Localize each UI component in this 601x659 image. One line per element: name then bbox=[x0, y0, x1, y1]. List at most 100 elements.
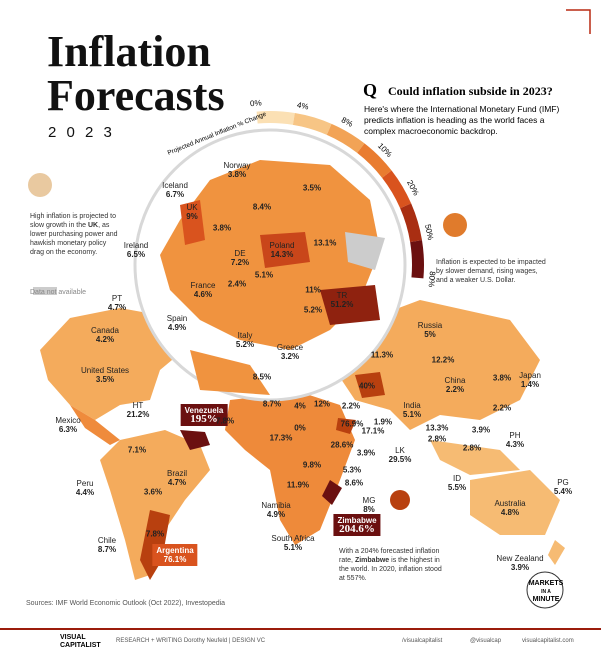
country-name: DE bbox=[234, 249, 246, 258]
country-label: India 5.1% bbox=[403, 401, 421, 419]
country-label: 2.2% bbox=[493, 404, 511, 413]
country-value: 5.5% bbox=[447, 483, 467, 492]
country-label: Iceland 6.7% bbox=[162, 181, 188, 199]
country-label: LK 29.5% bbox=[389, 446, 412, 464]
country-name: Italy bbox=[237, 331, 253, 340]
country-label: PT 4.7% bbox=[108, 294, 126, 312]
country-label: 17.3% bbox=[270, 434, 293, 443]
country-value: 4.8% bbox=[500, 508, 520, 517]
twitter: @visualcap bbox=[470, 638, 502, 644]
country-value: 11% bbox=[305, 285, 321, 295]
country-label: MG 8% bbox=[363, 496, 376, 514]
country-label: 5.3% bbox=[343, 466, 361, 475]
pin-icon bbox=[390, 490, 410, 510]
series-badge: MARKETS IN A MINUTE bbox=[528, 580, 564, 604]
country-name: PT bbox=[111, 294, 123, 303]
country-value: 0% bbox=[294, 423, 306, 433]
country-name: Peru bbox=[76, 479, 94, 488]
country-name: ID bbox=[452, 474, 461, 483]
country-name: Mexico bbox=[55, 416, 81, 425]
legend-stop: 4% bbox=[296, 100, 309, 111]
country-label: Australia 4.8% bbox=[494, 499, 525, 517]
country-value: 4.7% bbox=[107, 303, 127, 312]
country-label: Poland 14.3% bbox=[270, 241, 295, 259]
country-value: 3.9% bbox=[510, 563, 530, 572]
country-label: Namibia 4.9% bbox=[261, 501, 290, 519]
credits: RESEARCH + WRITING Dorothy Neufeld | DES… bbox=[116, 638, 266, 644]
country-value: 5.2% bbox=[303, 305, 323, 315]
q-mark: Q bbox=[363, 80, 378, 100]
country-name: Russia bbox=[417, 321, 443, 330]
country-label: DE 7.2% bbox=[231, 249, 249, 267]
turkey bbox=[320, 285, 380, 325]
country-name: UK bbox=[186, 203, 198, 212]
country-value: 3.8% bbox=[212, 223, 232, 233]
country-value: 5.2% bbox=[235, 340, 255, 349]
country-value: 2.2% bbox=[492, 403, 512, 413]
country-name: Japan bbox=[519, 371, 541, 380]
country-label: 3.8% bbox=[213, 224, 231, 233]
country-name: Iceland bbox=[162, 181, 188, 190]
country-value: 7.8% bbox=[145, 529, 165, 539]
facebook: /visualcapitalist bbox=[402, 638, 443, 644]
not-available-swatch bbox=[33, 287, 57, 295]
title-line: Inflation bbox=[47, 27, 211, 76]
country-name: Argentina bbox=[156, 546, 194, 555]
country-label: 40% bbox=[359, 382, 375, 391]
south-america bbox=[100, 430, 210, 580]
country-value: 11.9% bbox=[286, 480, 310, 490]
australia bbox=[470, 470, 560, 535]
sudan bbox=[336, 418, 356, 434]
country-label: Russia 5% bbox=[418, 321, 442, 339]
legend-segment bbox=[382, 170, 412, 209]
question: Could inflation subside in 2023? bbox=[388, 84, 553, 98]
country-label: Brazil 4.7% bbox=[167, 469, 187, 487]
country-label: 13.1% bbox=[314, 239, 337, 248]
title: Inflation Forecasts bbox=[47, 30, 225, 118]
text: CAPITALIST bbox=[60, 642, 101, 649]
country-label: 8.6% bbox=[345, 479, 363, 488]
country-value: 8.6% bbox=[344, 478, 364, 488]
country-value: 4.9% bbox=[167, 323, 187, 332]
question-body: Here's where the International Monetary … bbox=[364, 104, 560, 136]
country-value: 4.7% bbox=[167, 478, 187, 487]
country-label: Italy 5.2% bbox=[236, 331, 254, 349]
country-value: 5.1% bbox=[402, 410, 422, 419]
legend-stop: 80% bbox=[427, 271, 437, 288]
country-value: 12% bbox=[313, 399, 331, 409]
country-value: 76.9% bbox=[340, 419, 364, 429]
iran bbox=[355, 372, 385, 398]
uk bbox=[180, 200, 205, 245]
country-label: PH 4.3% bbox=[506, 431, 524, 449]
country-value: 4.6% bbox=[193, 290, 213, 299]
country-label: Norway 3.8% bbox=[223, 161, 250, 179]
country-name: Brazil bbox=[166, 469, 188, 478]
country-name: Poland bbox=[269, 241, 295, 250]
poland bbox=[260, 232, 310, 268]
country-name: Chile bbox=[97, 536, 117, 545]
country-label: 5.2% bbox=[304, 306, 322, 315]
country-label: 13.3% bbox=[426, 424, 449, 433]
country-value: 29.5% bbox=[388, 455, 412, 464]
country-name: Venezuela bbox=[184, 406, 224, 415]
country-value: 9% bbox=[186, 212, 198, 221]
zimbabwe bbox=[322, 480, 342, 505]
country-label: South Africa 5.1% bbox=[271, 534, 314, 552]
country-value: 11.3% bbox=[370, 350, 394, 360]
country-label: 11% bbox=[305, 286, 321, 295]
country-value: 1.9% bbox=[373, 417, 393, 427]
text: , as lower purchasing power and hawkish … bbox=[30, 222, 118, 256]
country-value: 17.3% bbox=[269, 433, 293, 443]
country-value: 6.7% bbox=[165, 190, 185, 199]
country-value: 1.4% bbox=[520, 380, 540, 389]
country-value: 3.6% bbox=[143, 487, 163, 497]
text: MARKETS bbox=[528, 580, 564, 587]
country-value: 3.9% bbox=[471, 425, 491, 435]
country-name: Namibia bbox=[261, 501, 291, 510]
country-name: PG bbox=[557, 478, 569, 487]
country-name: PH bbox=[509, 431, 521, 440]
legend-segment bbox=[357, 143, 392, 178]
country-label: Chile 8.7% bbox=[98, 536, 116, 554]
corner bbox=[566, 9, 591, 34]
not-available-area bbox=[345, 232, 385, 270]
